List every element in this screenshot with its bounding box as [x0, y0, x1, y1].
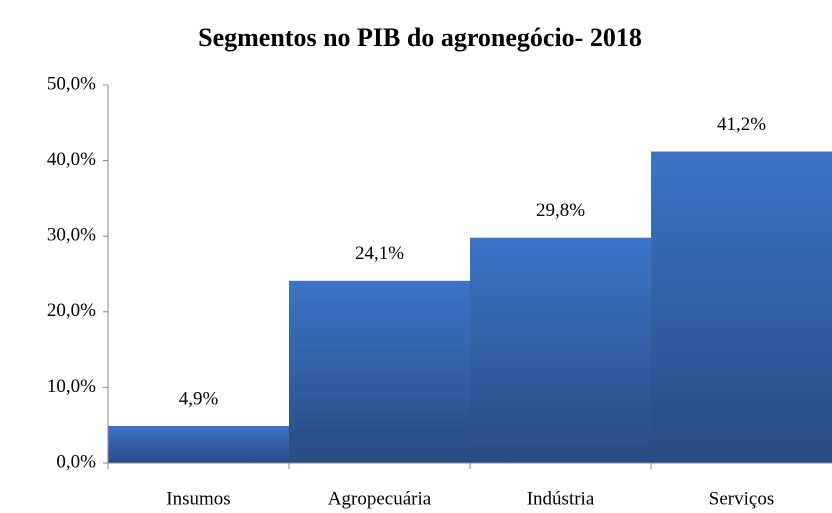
data-label: 4,9%: [179, 388, 219, 409]
data-label: 41,2%: [717, 114, 766, 135]
y-tick-label: 20,0%: [47, 300, 96, 321]
bar-shade: [651, 151, 832, 463]
y-tick-label: 50,0%: [47, 73, 96, 94]
bar-shade: [470, 237, 651, 463]
y-tick-label: 30,0%: [47, 225, 96, 246]
x-tick-label: Serviços: [709, 488, 774, 509]
x-tick-label: Agropecuária: [328, 488, 432, 509]
x-tick-label: Indústria: [527, 488, 595, 509]
chart-title: Segmentos no PIB do agronegócio- 2018: [198, 23, 642, 52]
y-tick-label: 0,0%: [56, 451, 96, 472]
bar-shade: [289, 280, 470, 463]
y-tick-label: 10,0%: [47, 376, 96, 397]
data-label: 29,8%: [536, 200, 585, 221]
x-tick-label: Insumos: [166, 488, 230, 509]
bar-shade: [108, 425, 289, 463]
data-label: 24,1%: [355, 243, 404, 264]
y-tick-label: 40,0%: [47, 149, 96, 170]
